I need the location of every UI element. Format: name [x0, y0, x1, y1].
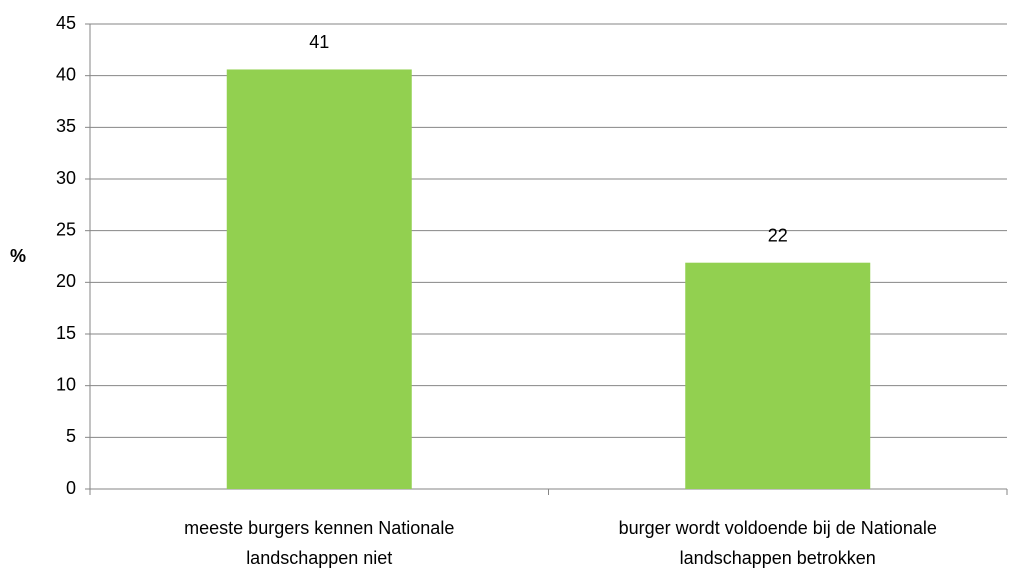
y-tick-label: 25: [56, 219, 76, 239]
data-label: 41: [309, 32, 329, 52]
y-tick-label: 0: [66, 478, 76, 498]
y-tick-label: 45: [56, 13, 76, 33]
x-tick-label: meeste burgers kennen Nationale landscha…: [184, 518, 455, 568]
y-tick-label: 30: [56, 168, 76, 188]
x-tick-label: burger wordt voldoende bij de Nationale …: [618, 518, 937, 568]
y-tick-label: 40: [56, 64, 76, 84]
y-tick-label: 20: [56, 271, 76, 291]
y-tick-label: 15: [56, 323, 76, 343]
bar: [685, 262, 871, 489]
y-tick-label: 10: [56, 374, 76, 394]
y-tick-label: 35: [56, 116, 76, 136]
data-label: 22: [768, 225, 788, 245]
y-axis-label: %: [10, 246, 26, 266]
y-tick-label: 5: [66, 426, 76, 446]
bar: [226, 69, 412, 489]
